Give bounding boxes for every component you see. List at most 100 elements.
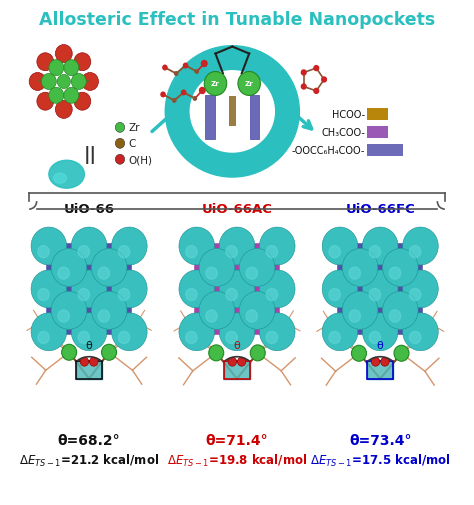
FancyBboxPatch shape: [367, 127, 388, 139]
Text: ||: ||: [83, 146, 97, 164]
Circle shape: [206, 268, 217, 280]
Circle shape: [410, 332, 421, 344]
Circle shape: [204, 72, 227, 96]
Text: θ: θ: [377, 340, 383, 350]
Circle shape: [228, 358, 237, 367]
Circle shape: [403, 270, 438, 308]
Circle shape: [259, 270, 295, 308]
Circle shape: [186, 289, 197, 301]
Circle shape: [410, 289, 421, 301]
Circle shape: [91, 292, 127, 330]
Circle shape: [64, 61, 79, 76]
Circle shape: [266, 332, 278, 344]
Circle shape: [51, 249, 87, 287]
Circle shape: [389, 268, 401, 280]
Circle shape: [192, 97, 197, 102]
Circle shape: [82, 73, 99, 91]
Circle shape: [239, 249, 275, 287]
Circle shape: [115, 155, 125, 165]
Circle shape: [186, 332, 197, 344]
Circle shape: [55, 101, 72, 119]
Circle shape: [111, 270, 147, 308]
FancyBboxPatch shape: [250, 96, 259, 140]
Circle shape: [226, 332, 237, 344]
Circle shape: [322, 78, 327, 83]
Circle shape: [363, 228, 398, 266]
Text: θ=71.4°: θ=71.4°: [206, 434, 268, 447]
Circle shape: [329, 289, 340, 301]
Circle shape: [246, 268, 257, 280]
Circle shape: [64, 88, 79, 104]
Circle shape: [246, 311, 257, 323]
Circle shape: [403, 228, 438, 266]
Circle shape: [115, 123, 125, 133]
Circle shape: [219, 270, 255, 308]
Circle shape: [349, 268, 360, 280]
Circle shape: [181, 90, 186, 96]
Circle shape: [219, 228, 255, 266]
Circle shape: [90, 358, 98, 367]
Circle shape: [111, 313, 147, 351]
Circle shape: [118, 246, 130, 258]
Circle shape: [38, 246, 49, 258]
Circle shape: [58, 268, 69, 280]
Circle shape: [329, 246, 340, 258]
Circle shape: [78, 246, 90, 258]
Circle shape: [37, 54, 54, 72]
Circle shape: [363, 270, 398, 308]
Circle shape: [301, 85, 306, 90]
Text: $\Delta E_{TS-1}$=21.2 kcal/mol: $\Delta E_{TS-1}$=21.2 kcal/mol: [19, 452, 159, 469]
Text: Zr: Zr: [128, 123, 140, 133]
Text: UiO-66: UiO-66: [64, 203, 115, 216]
Circle shape: [239, 292, 275, 330]
Ellipse shape: [192, 74, 273, 150]
Circle shape: [51, 292, 87, 330]
Text: UiO-66AC: UiO-66AC: [201, 203, 273, 216]
Circle shape: [58, 311, 69, 323]
Circle shape: [71, 270, 107, 308]
Circle shape: [383, 292, 418, 330]
Ellipse shape: [54, 174, 67, 184]
Circle shape: [363, 313, 398, 351]
Text: θ: θ: [86, 340, 92, 350]
Circle shape: [179, 228, 215, 266]
Circle shape: [37, 93, 54, 111]
Text: O(H): O(H): [128, 155, 153, 165]
Circle shape: [115, 139, 125, 149]
Text: HCOO-: HCOO-: [332, 110, 365, 120]
Circle shape: [31, 270, 67, 308]
Text: -OOCC₆H₄COO-: -OOCC₆H₄COO-: [292, 146, 365, 156]
Circle shape: [259, 313, 295, 351]
Circle shape: [31, 228, 67, 266]
Text: Zr: Zr: [211, 81, 220, 87]
Circle shape: [49, 88, 64, 104]
Circle shape: [49, 61, 64, 76]
Circle shape: [201, 62, 207, 67]
Circle shape: [266, 246, 278, 258]
Circle shape: [41, 74, 56, 90]
Circle shape: [314, 67, 319, 71]
Circle shape: [226, 246, 237, 258]
Circle shape: [71, 228, 107, 266]
FancyBboxPatch shape: [367, 145, 403, 157]
Circle shape: [403, 313, 438, 351]
Circle shape: [342, 292, 378, 330]
Circle shape: [172, 99, 177, 104]
Circle shape: [369, 332, 381, 344]
FancyBboxPatch shape: [367, 109, 388, 121]
Circle shape: [322, 228, 358, 266]
Circle shape: [71, 313, 107, 351]
Circle shape: [371, 358, 380, 367]
Circle shape: [194, 70, 199, 75]
Circle shape: [38, 289, 49, 301]
FancyBboxPatch shape: [224, 361, 250, 379]
Circle shape: [29, 73, 46, 91]
Text: θ=68.2°: θ=68.2°: [58, 434, 120, 447]
Circle shape: [394, 345, 409, 362]
Text: C: C: [128, 139, 136, 149]
Circle shape: [160, 92, 166, 98]
Text: CH₃COO-: CH₃COO-: [321, 128, 365, 138]
Circle shape: [226, 289, 237, 301]
Text: θ=73.4°: θ=73.4°: [349, 434, 411, 447]
Circle shape: [237, 358, 246, 367]
